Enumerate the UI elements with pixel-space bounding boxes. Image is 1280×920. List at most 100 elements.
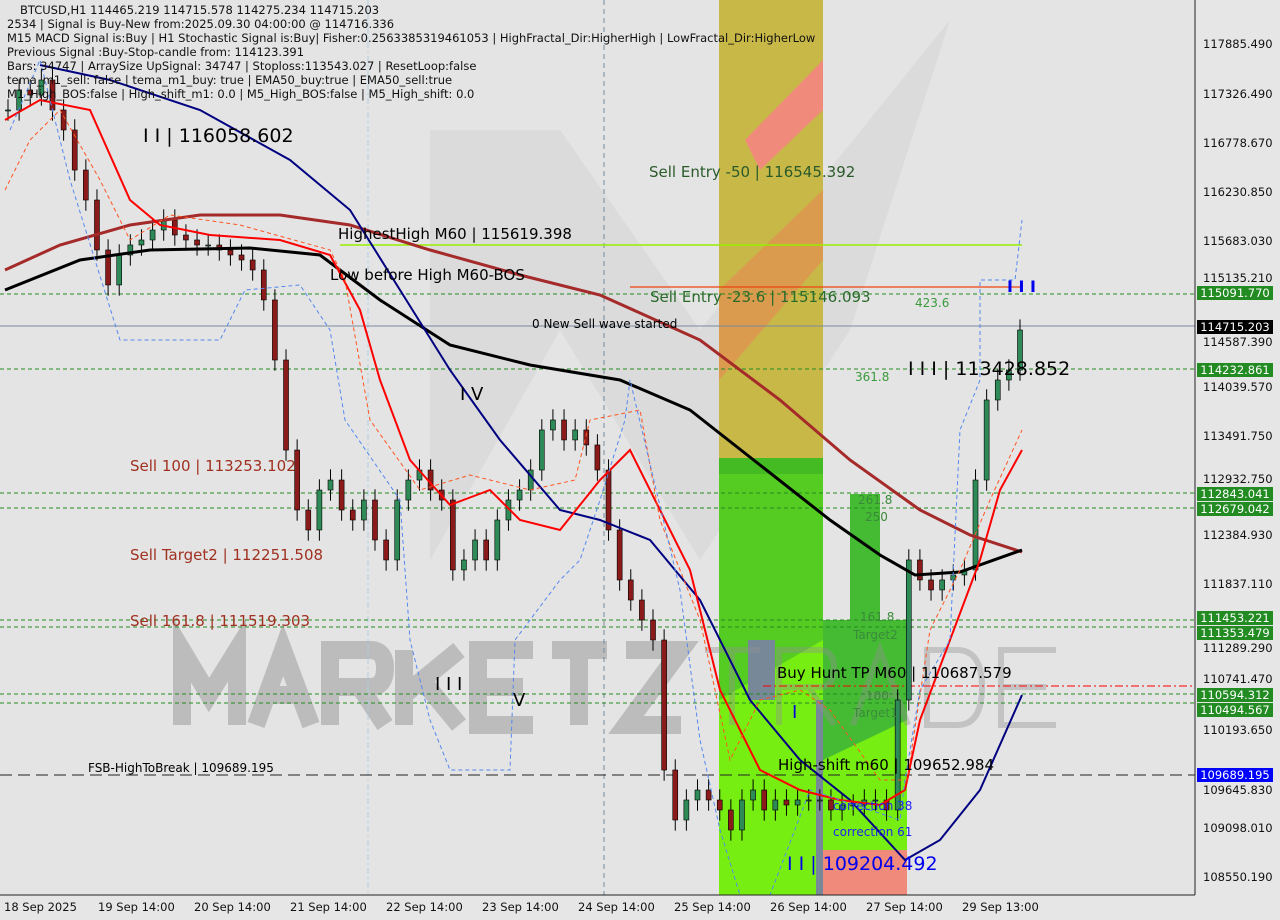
watermark-letter [998,647,1056,728]
candle [561,419,567,441]
high-shift-label: High-shift m60 | 109652.984 [778,756,994,774]
price-tag: 110494.567 [1197,702,1273,717]
candle [372,499,378,541]
candle [705,789,712,801]
candle [294,449,300,511]
y-tick-label: 111289.290 [1203,640,1273,655]
wave-label: I I | 116058.602 [143,125,294,147]
new-sell-wave-label: 0 New Sell wave started [532,317,678,331]
sell-100-label: Sell 100 | 113253.102 [130,457,296,475]
fib-label: 161.8 [860,610,895,624]
candle [672,769,679,821]
x-tick-label: 18 Sep 2025 [4,900,77,914]
candle [905,559,912,701]
wave-label: I I | 109204.492 [787,853,938,875]
candle [227,249,234,256]
info-line: tema_m1_sell: false | tema_m1_buy: true … [7,73,453,87]
y-tick-label: 116778.670 [1203,135,1273,150]
target1-label: Target1 [853,706,898,720]
candle [38,79,45,96]
x-tick-label: 20 Sep 14:00 [194,900,271,914]
sell-zone-stripe [745,60,823,170]
wave-label: I V [460,384,484,405]
y-tick-label: 111837.110 [1203,576,1273,591]
price-tag: 110594.312 [1197,687,1273,702]
watermark-logo [430,20,950,560]
fib-label: 261.8 [858,493,893,507]
watermark-letter [776,647,838,727]
grey-marker [748,640,775,700]
price-tag: 114232.861 [1197,362,1273,377]
candle [149,229,156,241]
candle [750,789,756,801]
x-tick-label: 19 Sep 14:00 [98,900,175,914]
candle [928,579,934,591]
candle [327,479,334,491]
candle [539,429,545,471]
ema-long-line [4,213,1023,554]
candle [572,429,578,441]
watermark-letter [395,643,466,731]
candle [249,259,256,271]
candle [272,299,278,361]
candle [183,234,189,241]
x-tick-label: 29 Sep 13:00 [962,900,1039,914]
target2-label: Target2 [853,628,898,642]
candle [27,89,34,96]
channel-line [4,109,1023,781]
candle [260,269,267,301]
candle [772,799,779,811]
candle [939,579,945,591]
candle [127,244,134,256]
y-tick-label: 113491.750 [1203,429,1273,444]
ema-slow-line [4,246,1023,577]
y-tick-label: 117326.490 [1203,86,1273,101]
highest-high-label: HighestHigh M60 | 115619.398 [338,225,572,243]
stop-zone [823,850,907,895]
watermark-letter [321,641,395,730]
price-tag: 115091.770 [1197,286,1273,301]
price-tag: 111453.221 [1197,610,1273,625]
correction-label: correction 38 [833,799,913,813]
candle [694,789,701,801]
sell-entry-23-label: Sell Entry -23.6 | 115146.093 [650,288,871,306]
candle [338,479,345,511]
info-line: 2534 | Signal is Buy-New from:2025.09.30… [7,17,395,31]
candle [783,799,790,806]
candle [894,699,901,811]
candle [839,804,845,811]
candle [483,539,489,561]
candle [405,479,412,501]
x-tick-label: 26 Sep 14:00 [770,900,847,914]
channel-line-blue [9,58,1023,896]
candle [994,379,1001,401]
candle [550,419,556,431]
level-lines [0,293,1195,704]
wave-label: I I I | 113428.852 [908,358,1071,380]
candle [383,539,389,561]
candle [639,599,645,621]
candle [105,249,111,286]
fib-label: 250 [865,510,888,524]
fib-label: 361.8 [855,370,890,384]
sell-target2-label: Sell Target2 | 112251.508 [130,546,324,564]
symbol-line: BTCUSD,H1 114465.219 114715.578 114275.2… [20,3,380,17]
fib-label: 100 [866,689,889,703]
target-zone-bright [823,720,907,850]
y-tick-label: 114039.570 [1203,380,1273,395]
y-tick-label: 109098.010 [1203,821,1273,836]
wave-label: I I I [435,674,463,695]
wave-label: I [792,702,798,723]
sell-161-label: Sell 161.8 | 111519.303 [130,612,311,630]
candle [238,254,245,261]
candle [739,799,745,831]
watermark-letter [469,641,533,734]
y-tick-label: 115683.030 [1203,233,1273,248]
candle [616,529,623,581]
candle [872,799,879,802]
low-before-high-label: Low before High M60-BOS [330,266,525,284]
candle [461,559,467,571]
buy-hunt-label: Buy Hunt TP M60 | 110687.579 [777,664,1012,682]
watermark-letter [924,647,986,728]
candle [138,239,145,246]
